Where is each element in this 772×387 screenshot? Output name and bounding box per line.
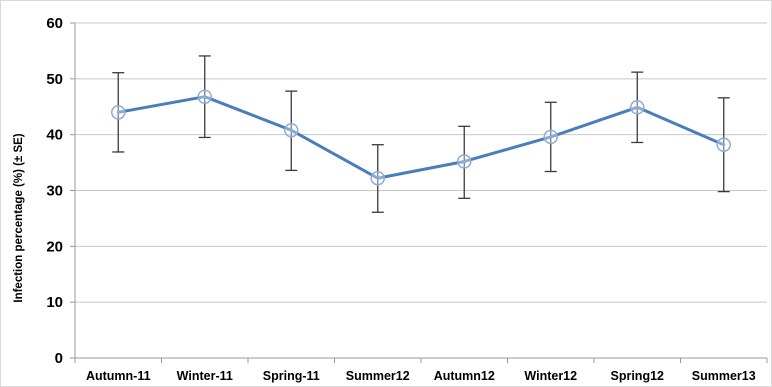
series-line <box>116 95 726 180</box>
x-tick-label: Winter12 <box>524 369 577 383</box>
y-tick-label: 0 <box>55 350 63 367</box>
gridlines <box>75 22 767 303</box>
x-tick-label: Summer13 <box>692 369 756 383</box>
x-tick-label: Autumn12 <box>434 369 495 383</box>
data-point-marker <box>457 154 472 169</box>
data-point-marker <box>370 170 385 186</box>
axes <box>70 22 768 363</box>
data-point-marker <box>197 89 212 104</box>
y-tick-labels: 0 10 20 30 40 50 60 <box>46 15 63 367</box>
y-tick-label: 30 <box>46 183 63 200</box>
x-tick-label: Spring-11 <box>263 369 320 383</box>
x-tick-label: Summer12 <box>346 369 410 383</box>
data-point-marker <box>284 122 299 138</box>
y-axis-title: Infection percentage (%) (± SE) <box>13 133 25 302</box>
x-tick-label: Spring12 <box>611 369 665 383</box>
data-point-marker <box>543 129 558 145</box>
x-tick-label: Autumn-11 <box>86 369 151 383</box>
y-tick-label: 20 <box>46 238 63 255</box>
y-tick-label: 60 <box>46 15 63 32</box>
x-tick-label: Winter-11 <box>177 369 233 383</box>
data-point-marker <box>111 105 126 120</box>
x-tick-labels: Autumn-11 Winter-11 Spring-11 Summer12 Autum… <box>86 369 756 383</box>
data-markers <box>111 89 731 186</box>
y-tick-label: 50 <box>46 71 63 88</box>
y-tick-label: 10 <box>46 294 63 311</box>
series-line-path <box>116 95 726 180</box>
y-tick-label: 40 <box>46 127 63 144</box>
data-point-marker <box>716 137 731 152</box>
data-point-marker <box>630 100 645 115</box>
